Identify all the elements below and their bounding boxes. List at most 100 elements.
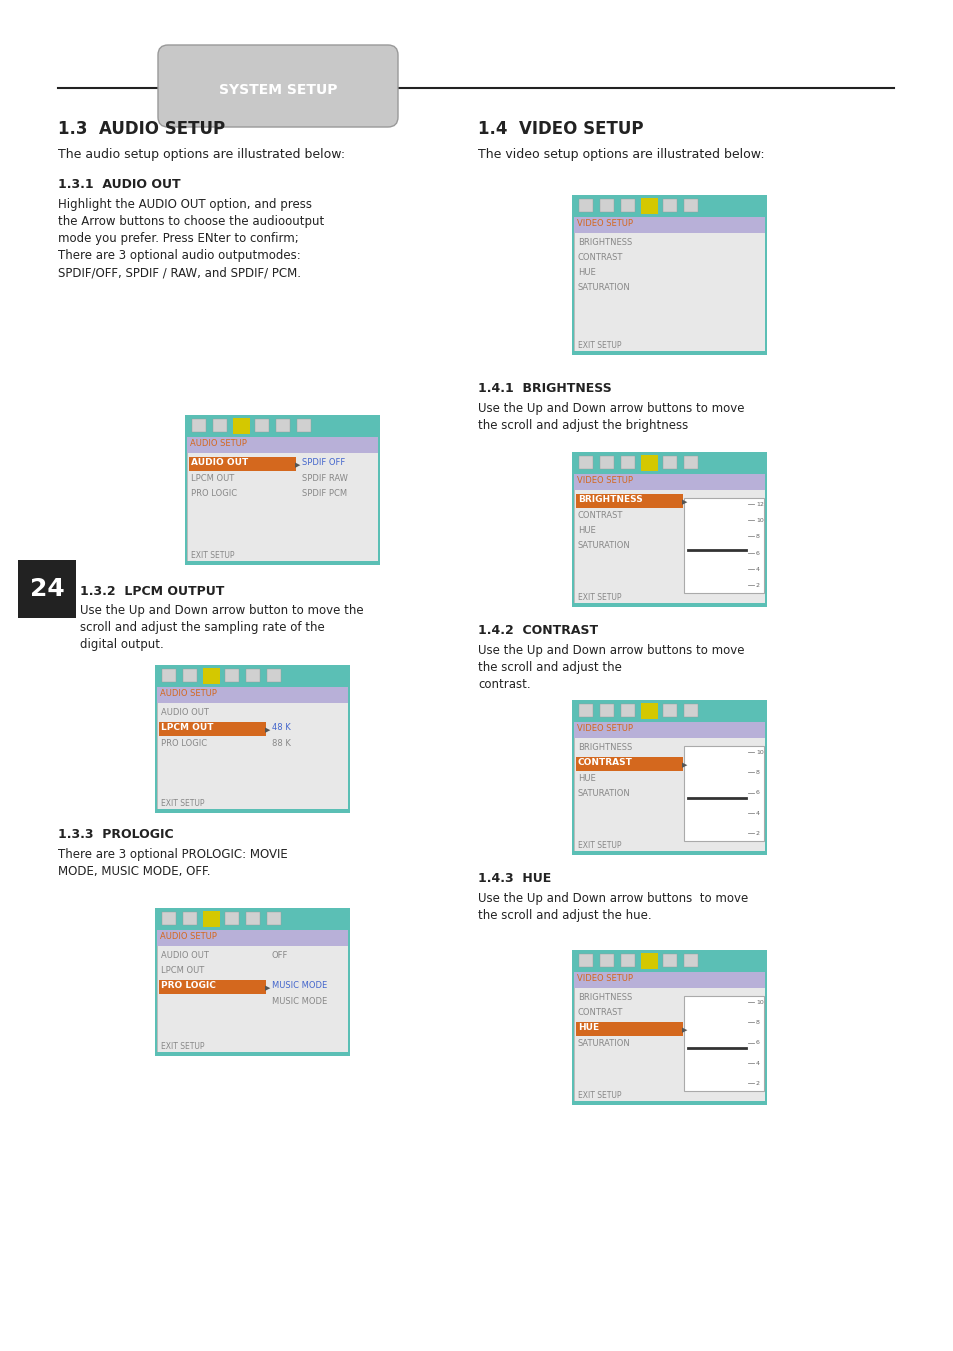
Text: SATURATION: SATURATION [578,282,630,292]
Bar [620,954,635,967]
Text: SATURATION: SATURATION [578,1039,630,1048]
Bar [185,415,379,565]
Text: HUE: HUE [578,526,595,535]
Bar [246,669,260,682]
Text: LPCM OUT: LPCM OUT [161,723,213,732]
Text: AUDIO OUT: AUDIO OUT [161,708,209,717]
Bar [640,703,658,719]
Text: 1.4  VIDEO SETUP: 1.4 VIDEO SETUP [477,120,643,138]
Bar [576,494,682,508]
Bar [574,490,575,603]
Text: SYSTEM SETUP: SYSTEM SETUP [218,82,337,97]
Text: EXIT SETUP: EXIT SETUP [578,340,620,350]
Text: Highlight the AUDIO OUT option, and press
the Arrow buttons to choose the audioo: Highlight the AUDIO OUT option, and pres… [58,199,324,280]
Text: 1.4.3  HUE: 1.4.3 HUE [477,871,551,885]
Bar [157,688,348,703]
Text: 1.4.2  CONTRAST: 1.4.2 CONTRAST [477,624,598,638]
Bar [572,700,766,855]
Text: ▶: ▶ [681,499,687,505]
Bar [225,669,239,682]
Bar [572,195,766,218]
Text: 1.3.3  PROLOGIC: 1.3.3 PROLOGIC [58,828,173,842]
Bar [157,946,158,1052]
Bar [162,912,175,925]
Bar [162,669,175,682]
Text: 24: 24 [30,577,64,601]
Text: 10: 10 [755,750,763,755]
Text: VIDEO SETUP: VIDEO SETUP [577,724,633,734]
Bar [246,912,260,925]
Bar [275,419,290,432]
Bar [154,908,350,929]
Text: 88 K: 88 K [272,739,291,748]
Text: PRO LOGIC: PRO LOGIC [161,739,207,748]
Text: BRIGHTNESS: BRIGHTNESS [578,494,642,504]
Bar [683,499,763,593]
Bar [187,436,377,453]
Bar [572,950,766,971]
Text: SPDIF OFF: SPDIF OFF [302,458,345,467]
Bar [599,954,614,967]
Text: LPCM OUT: LPCM OUT [161,966,204,975]
Bar [187,453,377,561]
Bar [157,946,348,1052]
Bar [574,971,764,988]
Text: The video setup options are illustrated below:: The video setup options are illustrated … [477,149,763,161]
Bar [662,954,677,967]
Bar [157,703,348,809]
Bar [574,988,575,1101]
Bar [574,738,575,851]
Text: PRO LOGIC: PRO LOGIC [191,489,237,499]
Bar [157,703,158,809]
Text: AUDIO OUT: AUDIO OUT [161,951,209,961]
Text: 4: 4 [755,1061,760,1066]
Bar [578,954,593,967]
Bar [267,912,281,925]
Bar [599,457,614,469]
Text: ▶: ▶ [265,727,270,734]
Bar [159,979,266,994]
Text: There are 3 optional PROLOGIC: MOVIE
MODE, MUSIC MODE, OFF.: There are 3 optional PROLOGIC: MOVIE MOD… [58,848,288,878]
Text: 2: 2 [755,1081,760,1086]
Text: HUE: HUE [578,1023,598,1032]
Bar [662,199,677,212]
Text: 10: 10 [755,1000,763,1005]
Text: VIDEO SETUP: VIDEO SETUP [577,219,633,228]
Text: 12: 12 [755,503,763,507]
Text: Use the Up and Down arrow buttons to move
the scroll and adjust the
contrast.: Use the Up and Down arrow buttons to mov… [477,644,743,690]
Text: SATURATION: SATURATION [578,540,630,550]
Bar [185,415,379,436]
Bar [576,1021,682,1036]
Bar [662,704,677,717]
Text: 6: 6 [755,1040,760,1046]
Bar [154,908,350,1056]
Text: PRO LOGIC: PRO LOGIC [161,981,215,990]
Text: 6: 6 [755,790,760,796]
Text: 1.3.2  LPCM OUTPUT: 1.3.2 LPCM OUTPUT [80,585,224,598]
Bar [189,457,295,471]
Bar [662,457,677,469]
Bar [574,232,575,351]
Text: 1.3  AUDIO SETUP: 1.3 AUDIO SETUP [58,120,225,138]
Bar [578,457,593,469]
Text: 10: 10 [755,519,763,523]
Bar [572,195,766,355]
Bar [154,665,350,688]
Text: Use the Up and Down arrow buttons to move
the scroll and adjust the brightness: Use the Up and Down arrow buttons to mov… [477,403,743,432]
Text: BRIGHTNESS: BRIGHTNESS [578,743,632,753]
Bar [296,419,311,432]
Bar [640,199,658,213]
Text: SPDIF PCM: SPDIF PCM [302,489,347,499]
Text: 1.3.1  AUDIO OUT: 1.3.1 AUDIO OUT [58,178,180,190]
Text: 48 K: 48 K [272,723,291,732]
Bar [683,457,698,469]
Bar [599,704,614,717]
Text: ▶: ▶ [681,1027,687,1034]
Bar [574,721,764,738]
Text: LPCM OUT: LPCM OUT [191,474,234,484]
Text: CONTRAST: CONTRAST [578,253,622,262]
Text: Use the Up and Down arrow buttons  to move
the scroll and adjust the hue.: Use the Up and Down arrow buttons to mov… [477,892,747,921]
Text: EXIT SETUP: EXIT SETUP [578,1092,620,1100]
Text: Use the Up and Down arrow button to move the
scroll and adjust the sampling rate: Use the Up and Down arrow button to move… [80,604,363,651]
Bar [572,453,766,607]
